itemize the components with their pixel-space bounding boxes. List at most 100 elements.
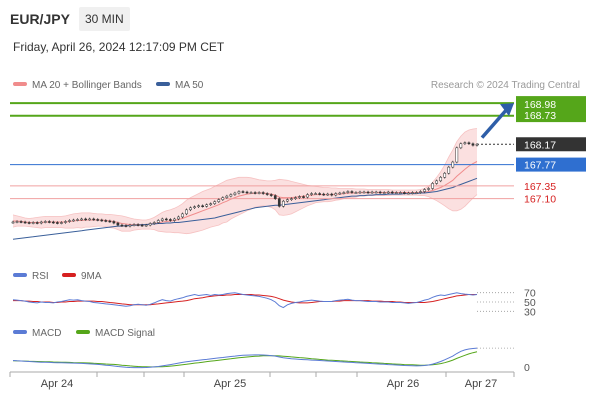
candle-body: [419, 191, 422, 193]
candle-body: [144, 224, 148, 227]
candle-body: [197, 205, 200, 208]
level-label-167-35: 167.35: [524, 181, 556, 193]
level-label-167-77: 167.77: [524, 160, 556, 172]
rsi-tick-label: 50: [524, 297, 536, 309]
candle-body: [322, 193, 326, 196]
candle-body: [72, 219, 75, 222]
rsi-ma-swatch: [62, 273, 76, 278]
candle-body: [277, 198, 281, 207]
candle-body: [302, 196, 305, 198]
candle-body: [370, 191, 374, 194]
candle-body: [43, 221, 47, 223]
candle-body: [286, 199, 289, 202]
candle-body: [382, 192, 386, 194]
candle-body: [152, 222, 156, 224]
ma20-swatch: [13, 82, 27, 87]
resistance-label-box: [516, 96, 586, 123]
candle-body: [463, 142, 467, 145]
candle-body: [84, 218, 87, 221]
rsi-swatch: [13, 273, 27, 278]
candle-body: [233, 192, 237, 195]
forecast-arrow-line: [480, 107, 509, 139]
candle-body: [136, 224, 140, 226]
candle-body: [265, 193, 269, 195]
candle-body: [415, 192, 418, 194]
candle-body: [51, 221, 55, 224]
candle-body: [318, 193, 321, 195]
rsi-tick-label: 30: [524, 306, 536, 318]
candle-body: [217, 199, 221, 202]
candle-body: [366, 191, 370, 194]
candle-body: [281, 200, 285, 207]
candle-body: [358, 191, 362, 194]
candle-body: [398, 192, 402, 194]
candle-body: [390, 191, 394, 194]
candle-body: [245, 191, 249, 194]
candle-body: [112, 221, 116, 224]
candle-body: [76, 219, 79, 221]
candle-body: [455, 147, 459, 163]
candle-body: [273, 195, 277, 199]
x-tick-label: Apr 26: [387, 378, 419, 390]
candle-body: [475, 144, 479, 146]
legend-ma20-label: MA 20 + Bollinger Bands: [32, 80, 142, 91]
candle-body: [386, 191, 390, 194]
timeframe-selector[interactable]: 30 MIN: [79, 7, 130, 31]
candle-body: [35, 222, 39, 224]
legend-macd-signal: MACD Signal: [76, 328, 155, 340]
candle-body: [326, 193, 330, 196]
candle-body: [120, 224, 124, 227]
candle-body: [431, 183, 434, 189]
candle-body: [15, 221, 19, 223]
ma50-swatch: [156, 82, 170, 87]
macd-signal-line: [12, 351, 478, 368]
bollinger-band-area: [13, 128, 477, 234]
candle-body: [269, 194, 273, 196]
bollinger-upper-line: [12, 128, 478, 221]
candle-body: [19, 221, 23, 223]
candle-body: [177, 216, 180, 220]
legend-rsi: RSI: [13, 271, 49, 283]
candle-body: [346, 191, 350, 193]
bollinger-lower-line: [12, 194, 478, 235]
candle-body: [362, 191, 366, 194]
candle-body: [104, 220, 108, 222]
candle-body: [427, 188, 430, 190]
candle-body: [92, 218, 96, 221]
candle-body: [156, 220, 160, 223]
candle-body: [314, 193, 317, 195]
candle-body: [294, 197, 297, 199]
candle-body: [193, 206, 196, 209]
legend-macd-signal-label: MACD Signal: [95, 328, 156, 339]
candle-body: [39, 221, 43, 224]
candle-body: [160, 218, 164, 221]
candle-body: [338, 192, 342, 195]
candle-body: [56, 222, 59, 224]
candle-body: [96, 219, 100, 221]
candle-body: [435, 180, 439, 184]
candle-body: [439, 177, 443, 182]
candle-body: [394, 192, 398, 194]
candle-body: [459, 143, 463, 149]
candle-body: [148, 223, 152, 226]
candle-body: [64, 221, 67, 223]
legend-macd: MACD: [13, 328, 61, 340]
candle-body: [298, 196, 301, 198]
x-tick-label: Apr 27: [465, 378, 497, 390]
rsi-line: [12, 292, 478, 309]
candle-body: [201, 205, 204, 208]
candle-body: [132, 224, 136, 226]
candle-body: [189, 207, 192, 211]
candle-body: [403, 192, 406, 194]
candle-body: [407, 192, 410, 195]
chart-header: EUR/JPY 30 MIN: [0, 0, 590, 36]
macd-swatch: [13, 330, 27, 335]
candle-body: [290, 198, 293, 200]
candle-body: [249, 192, 253, 194]
candle-body: [306, 194, 309, 198]
candle-body: [330, 193, 334, 196]
candle-body: [108, 220, 112, 223]
research-credit: Research © 2024 Trading Central: [430, 80, 580, 91]
candle-body: [185, 209, 188, 215]
